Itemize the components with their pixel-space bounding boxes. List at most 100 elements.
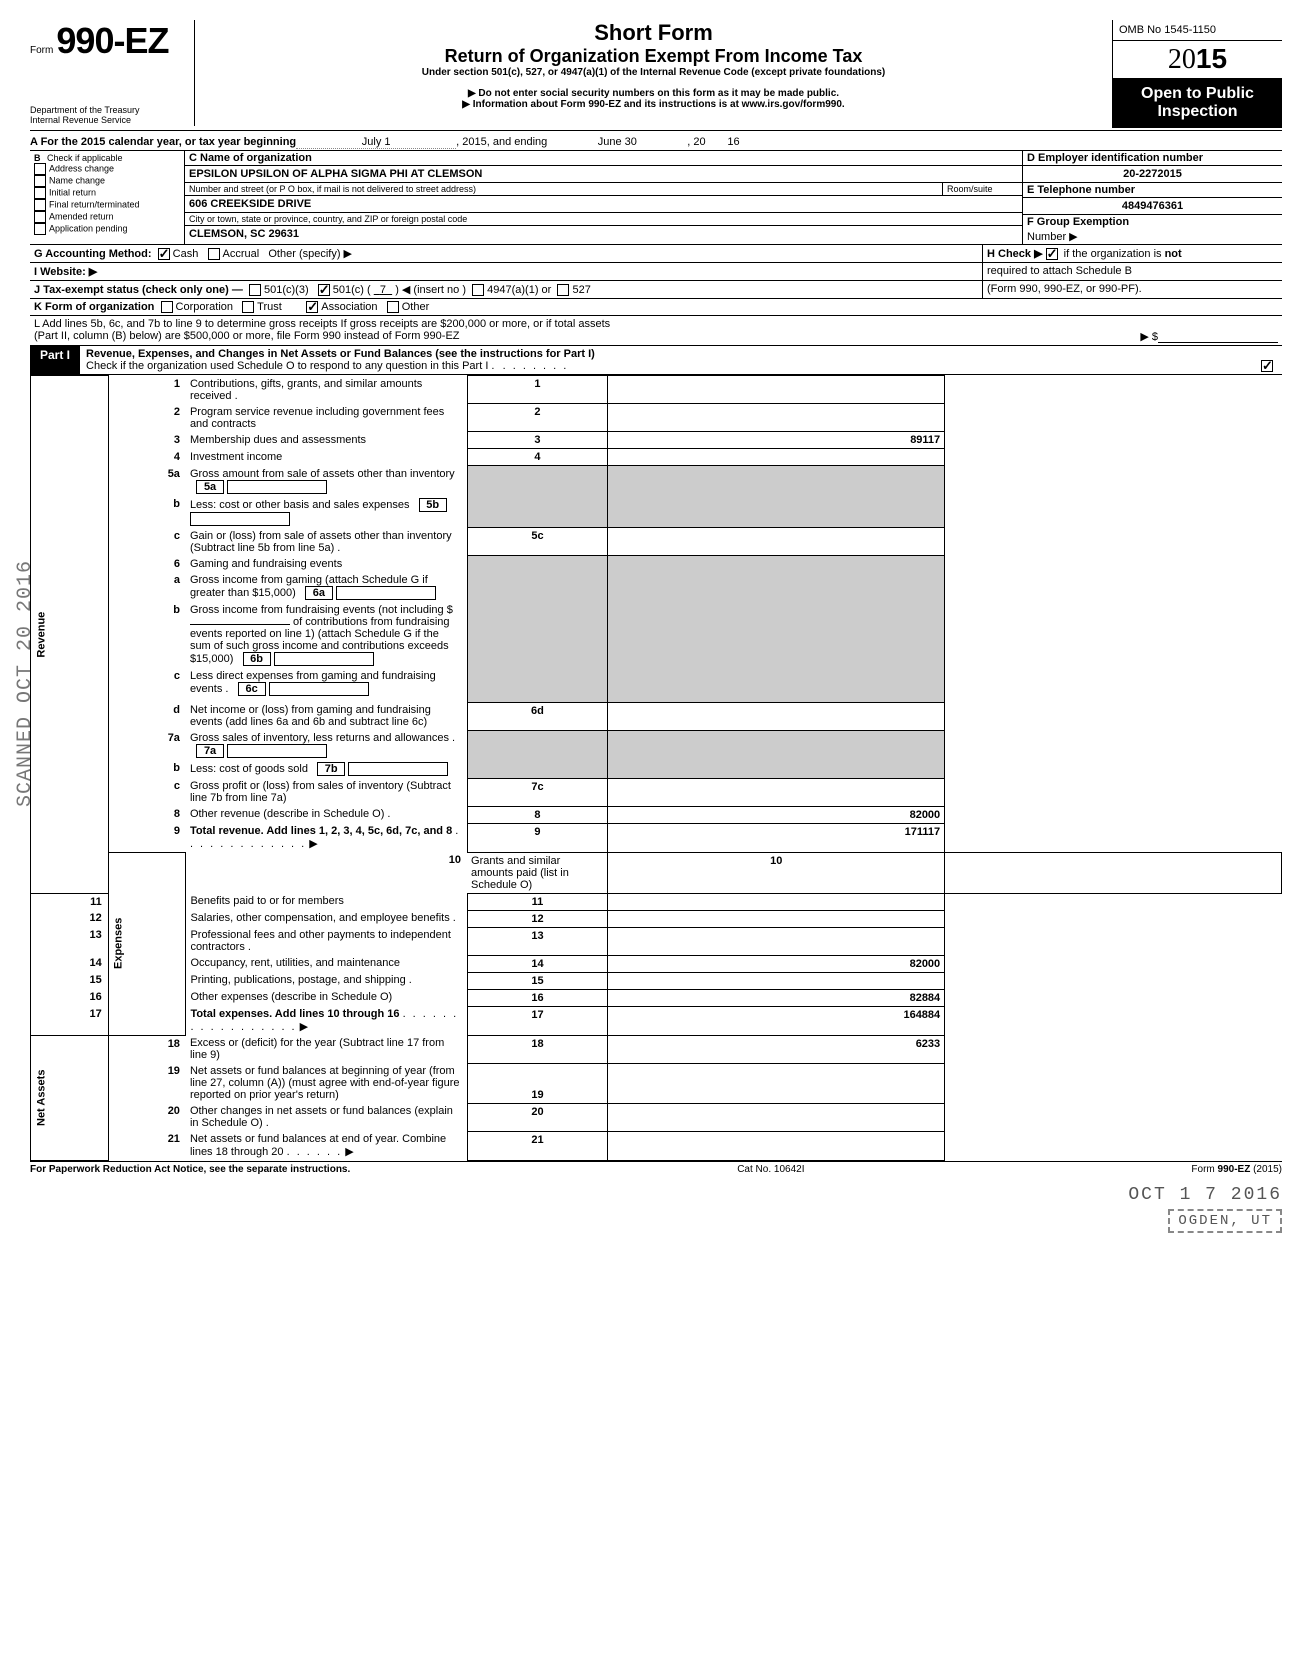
cb-trust[interactable] bbox=[242, 301, 254, 313]
under-section: Under section 501(c), 527, or 4947(a)(1)… bbox=[205, 67, 1102, 78]
cb-initial-return[interactable] bbox=[34, 187, 46, 199]
shade-5b bbox=[608, 466, 945, 528]
cb-address-change[interactable] bbox=[34, 163, 46, 175]
city-label: City or town, state or province, country… bbox=[185, 213, 1022, 226]
nc-8: 8 bbox=[467, 806, 608, 823]
room-label: Room/suite bbox=[942, 183, 1022, 195]
d-6b1: Gross income from fundraising events (no… bbox=[190, 604, 453, 616]
cb-amended[interactable] bbox=[34, 211, 46, 223]
shade-7 bbox=[467, 730, 608, 778]
cb-other-org[interactable] bbox=[387, 301, 399, 313]
ln-5a: 5a bbox=[108, 466, 186, 496]
cb-527[interactable] bbox=[557, 284, 569, 296]
b-item-4: Amended return bbox=[49, 211, 114, 221]
cb-final-return[interactable] bbox=[34, 199, 46, 211]
ln-20: 20 bbox=[108, 1103, 186, 1131]
street-value: 606 CREEKSIDE DRIVE bbox=[185, 196, 1022, 213]
cb-sched-o[interactable] bbox=[1261, 360, 1273, 372]
part1-label: Part I bbox=[30, 346, 80, 374]
ln-1: 1 bbox=[108, 376, 186, 404]
b-item-2: Initial return bbox=[49, 187, 96, 197]
k-b: Trust bbox=[257, 301, 282, 313]
nc-7c: 7c bbox=[467, 778, 608, 806]
cb-501c3[interactable] bbox=[249, 284, 261, 296]
return-subtitle: Return of Organization Exempt From Incom… bbox=[205, 46, 1102, 67]
j-label: J Tax-exempt status (check only one) — bbox=[34, 284, 243, 296]
open-public-2: Inspection bbox=[1118, 103, 1277, 121]
sub-6c: 6c bbox=[238, 682, 266, 696]
d-3: Membership dues and assessments bbox=[190, 434, 366, 446]
footer-left: For Paperwork Reduction Act Notice, see … bbox=[30, 1164, 350, 1175]
d-7c: Gross profit or (loss) from sales of inv… bbox=[190, 780, 451, 804]
cb-name-change[interactable] bbox=[34, 175, 46, 187]
amt-15 bbox=[608, 972, 945, 989]
box-6c bbox=[269, 682, 369, 696]
h-text4: (Form 990, 990-EZ, or 990-PF). bbox=[982, 281, 1282, 298]
ln-6c: c bbox=[108, 668, 186, 698]
d-18: Excess or (deficit) for the year (Subtra… bbox=[190, 1037, 444, 1061]
sub-6b: 6b bbox=[243, 652, 271, 666]
ln-16: 16 bbox=[31, 989, 109, 1006]
d-11: Benefits paid to or for members bbox=[190, 895, 343, 907]
city-value: CLEMSON, SC 29631 bbox=[185, 226, 1022, 242]
box-7a bbox=[227, 744, 327, 758]
nc-13: 13 bbox=[467, 927, 608, 955]
dept-irs: Internal Revenue Service bbox=[30, 116, 190, 126]
ln-14: 14 bbox=[31, 955, 109, 972]
amt-14: 82000 bbox=[608, 955, 945, 972]
box-6b bbox=[274, 652, 374, 666]
d-7b: Less: cost of goods sold bbox=[190, 763, 308, 775]
year-value: 15 bbox=[1196, 43, 1227, 74]
nc-4: 4 bbox=[467, 449, 608, 466]
form-number: 990-EZ bbox=[56, 20, 168, 61]
nc-14: 14 bbox=[467, 955, 608, 972]
cb-assoc[interactable] bbox=[306, 301, 318, 313]
ln-12: 12 bbox=[31, 910, 109, 927]
cb-501c[interactable] bbox=[318, 284, 330, 296]
amt-13 bbox=[608, 927, 945, 955]
amt-8: 82000 bbox=[608, 806, 945, 823]
g-other: Other (specify) ▶ bbox=[268, 248, 352, 260]
g-accrual: Accrual bbox=[223, 248, 260, 260]
d-13: Professional fees and other payments to … bbox=[190, 929, 451, 953]
d-7a: Gross sales of inventory, less returns a… bbox=[190, 732, 455, 744]
g-label: G Accounting Method: bbox=[34, 248, 152, 260]
b-item-1: Name change bbox=[49, 175, 105, 185]
amt-20 bbox=[608, 1103, 945, 1131]
cb-accrual[interactable] bbox=[208, 248, 220, 260]
h-text1: if the organization is bbox=[1064, 248, 1162, 260]
amt-17: 164884 bbox=[608, 1006, 945, 1035]
cb-app-pending[interactable] bbox=[34, 223, 46, 235]
nc-9: 9 bbox=[467, 823, 608, 852]
f-label: F Group Exemption bbox=[1027, 216, 1129, 228]
d-label: D Employer identification number bbox=[1027, 152, 1203, 164]
ln-5c: c bbox=[108, 528, 186, 556]
form-prefix: Form bbox=[30, 45, 53, 56]
row-a-mid: , 2015, and ending bbox=[456, 136, 547, 149]
h-text3: required to attach Schedule B bbox=[982, 263, 1282, 280]
cb-no-sched-b[interactable] bbox=[1046, 248, 1058, 260]
ln-4: 4 bbox=[108, 449, 186, 466]
nc-1: 1 bbox=[467, 376, 608, 404]
shade-5 bbox=[467, 466, 608, 528]
e-label: E Telephone number bbox=[1027, 184, 1135, 196]
d-5a: Gross amount from sale of assets other t… bbox=[190, 468, 455, 480]
d-2: Program service revenue including govern… bbox=[190, 406, 444, 430]
d-8: Other revenue (describe in Schedule O) . bbox=[190, 808, 391, 820]
nc-20: 20 bbox=[467, 1103, 608, 1131]
cb-4947[interactable] bbox=[472, 284, 484, 296]
b-item-3: Final return/terminated bbox=[49, 199, 140, 209]
open-public-1: Open to Public bbox=[1118, 85, 1277, 103]
h-not: not bbox=[1165, 248, 1182, 260]
nc-12: 12 bbox=[467, 910, 608, 927]
ln-18: 18 bbox=[108, 1035, 186, 1063]
ssn-warning: ▶ Do not enter social security numbers o… bbox=[205, 88, 1102, 99]
omb-number: OMB No 1545-1150 bbox=[1113, 20, 1282, 41]
ln-8: 8 bbox=[108, 806, 186, 823]
nc-16: 16 bbox=[467, 989, 608, 1006]
g-cash: Cash bbox=[173, 248, 199, 260]
cb-cash[interactable] bbox=[158, 248, 170, 260]
sub-5b: 5b bbox=[419, 498, 447, 512]
cb-corp[interactable] bbox=[161, 301, 173, 313]
box-6a bbox=[336, 586, 436, 600]
